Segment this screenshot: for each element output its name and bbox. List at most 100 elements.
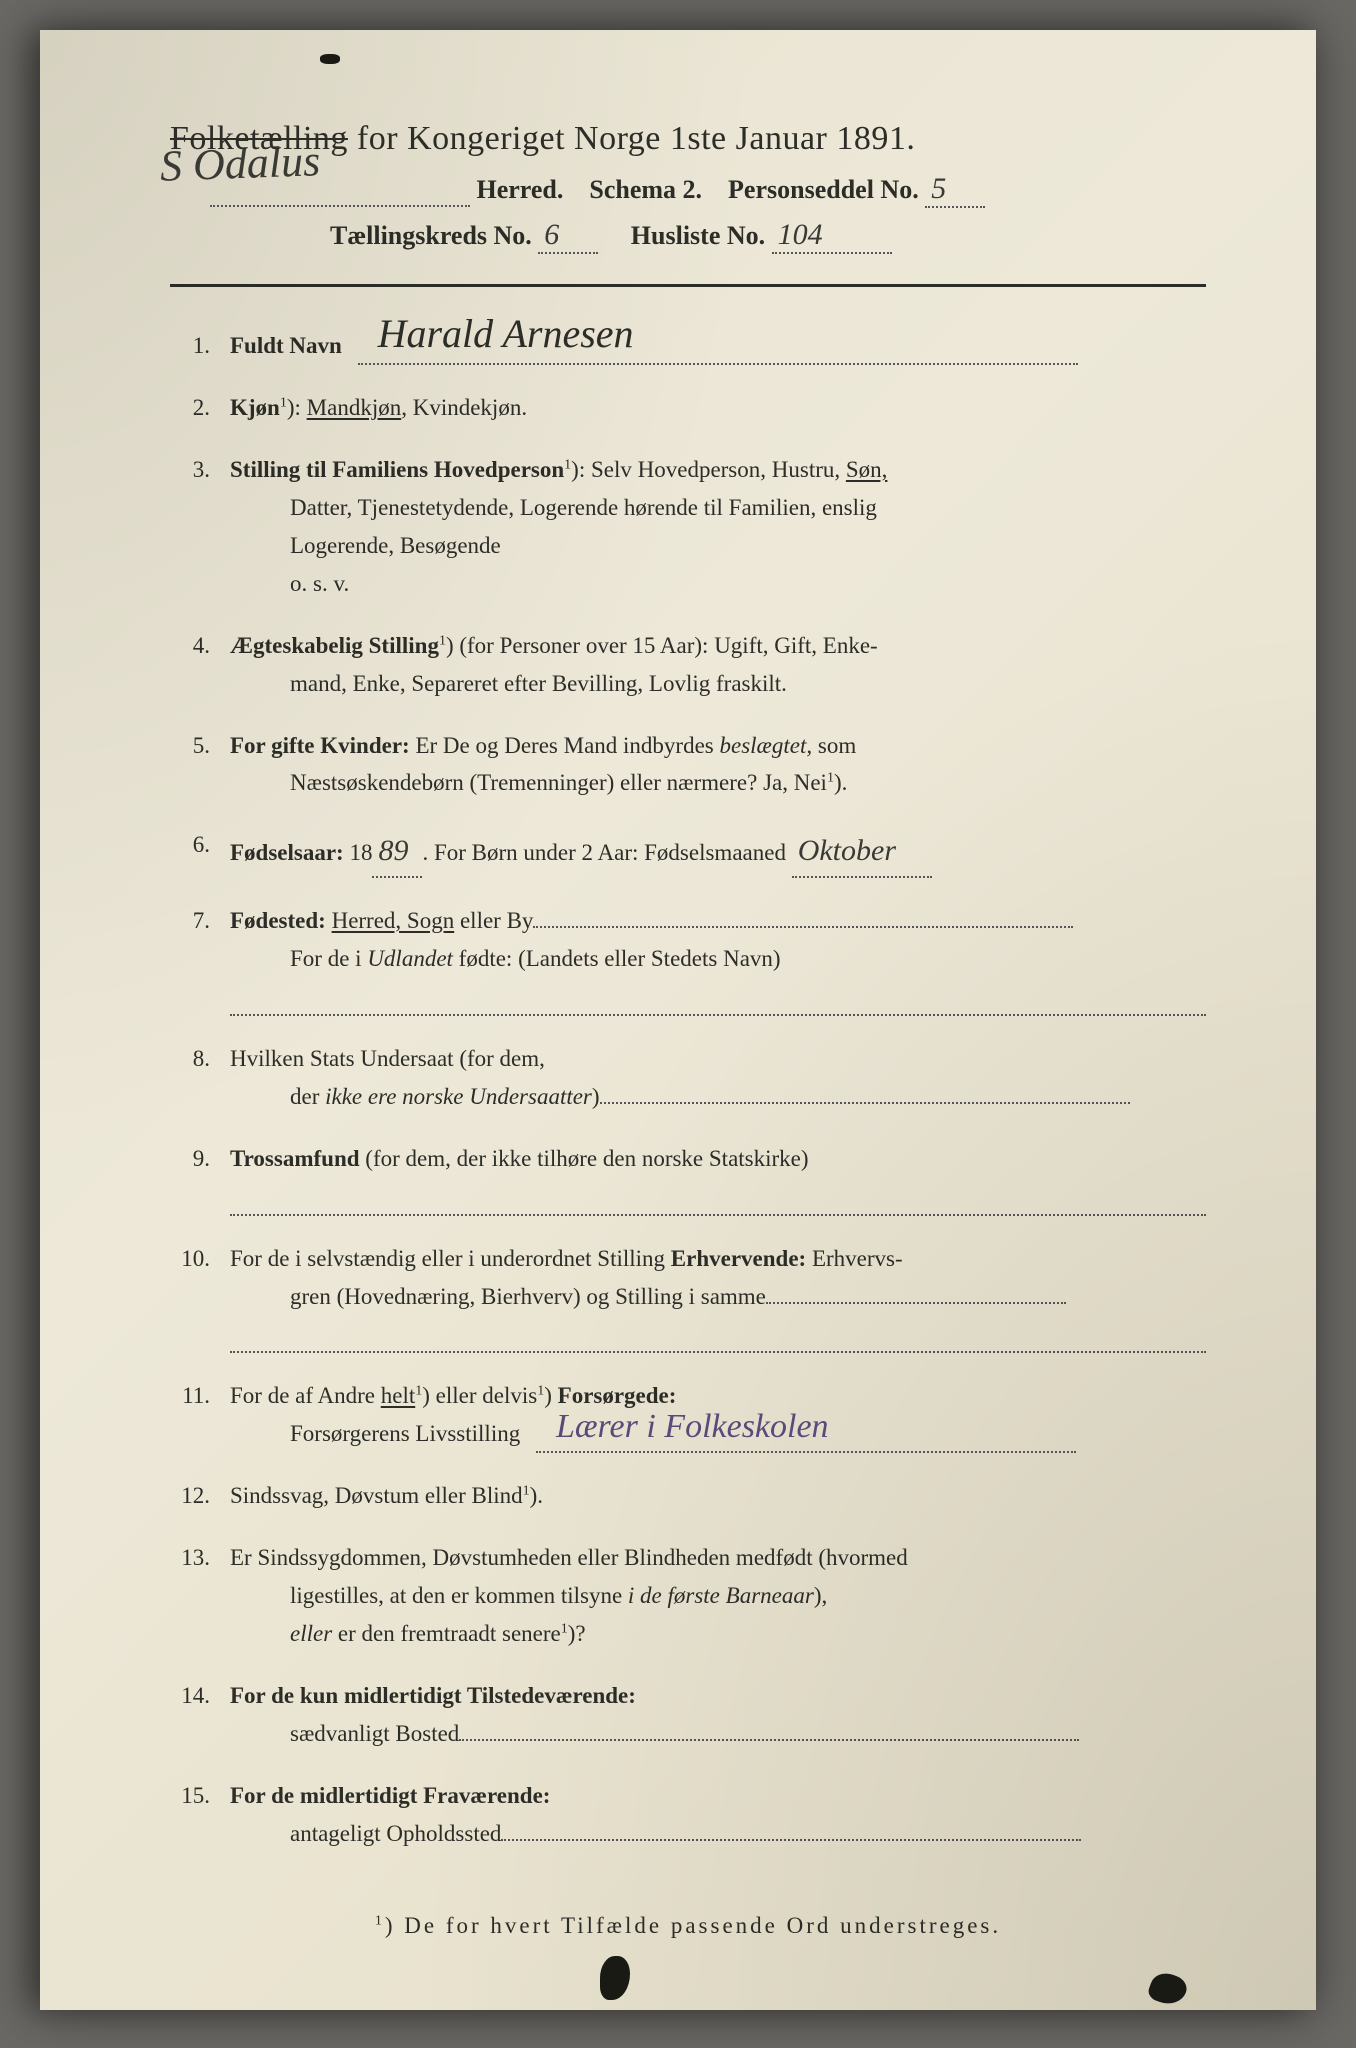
item-11-num: 11.: [170, 1377, 230, 1453]
item-7-line2b: fødte: (Landets eller Stedets Navn): [453, 946, 781, 971]
item-8-line2-wrap: der ikke ere norske Undersaatter): [230, 1078, 1206, 1116]
herred-field: [210, 175, 470, 207]
item-9-num: 9.: [170, 1140, 230, 1216]
item-12-num: 12.: [170, 1477, 230, 1515]
item-4: 4. Ægteskabelig Stilling1) (for Personer…: [170, 627, 1206, 703]
item-4-num: 4.: [170, 627, 230, 703]
ink-blot-3: [320, 54, 340, 64]
item-2-rest: , Kvindekjøn.: [401, 395, 527, 420]
item-14-content: For de kun midlertidigt Tilstedeværende:…: [230, 1677, 1206, 1753]
item-1: 1. Fuldt Navn Harald Arnesen: [170, 327, 1206, 365]
item-11-line2: Forsørgerens Livsstilling: [290, 1421, 520, 1446]
item-6-year-field: 89: [372, 826, 422, 878]
item-5-italic: beslægtet,: [719, 733, 812, 758]
item-15-line2: antageligt Opholdssted: [290, 1821, 501, 1846]
item-6-year-prefix: 18: [349, 840, 372, 865]
item-10-content: For de i selvstændig eller i underordnet…: [230, 1240, 1206, 1354]
item-6-year: 89: [378, 834, 408, 867]
item-8: 8. Hvilken Stats Undersaat (for dem, der…: [170, 1040, 1206, 1116]
item-10-dots2: [230, 1333, 1206, 1353]
personseddel-value: 5: [931, 172, 946, 205]
item-6-num: 6.: [170, 826, 230, 878]
item-7: 7. Fødested: Herred, Sogn eller By For d…: [170, 902, 1206, 1016]
item-11-line2-wrap: Forsørgerens Livsstilling Lærer i Folkes…: [230, 1415, 1206, 1453]
item-6-month-field: Oktober: [792, 826, 932, 878]
item-11-value: Lærer i Folkeskolen: [556, 1399, 829, 1455]
item-14-num: 14.: [170, 1677, 230, 1753]
item-1-content: Fuldt Navn Harald Arnesen: [230, 327, 1206, 365]
item-10-dots: [766, 1302, 1066, 1304]
item-13-line3: er den fremtraadt senere: [332, 1621, 561, 1646]
item-6: 6. Fødselsaar: 1889. For Børn under 2 Aa…: [170, 826, 1206, 878]
item-12-content: Sindssvag, Døvstum eller Blind1).: [230, 1477, 1206, 1515]
item-1-field: Harald Arnesen: [358, 345, 1078, 365]
item-10-line2-wrap: gren (Hovednæring, Bierhverv) og Stillin…: [230, 1278, 1206, 1316]
item-1-num: 1.: [170, 327, 230, 365]
item-3-text-a: Selv Hovedperson, Hustru,: [591, 457, 846, 482]
footnote-text: ) De for hvert Tilfælde passende Ord und…: [385, 1913, 1001, 1938]
item-7-text: eller By: [454, 908, 533, 933]
item-3-line4: o. s. v.: [230, 565, 1206, 603]
item-11-u1: helt: [381, 1383, 416, 1408]
item-4-sup: 1: [439, 633, 446, 648]
item-9-content: Trossamfund (for dem, der ikke tilhøre d…: [230, 1140, 1206, 1216]
item-11-text-a: For de af Andre: [230, 1383, 381, 1408]
item-10-label: Erhvervende:: [671, 1246, 806, 1271]
item-7-label: Fødested:: [230, 908, 326, 933]
item-1-label: Fuldt Navn: [230, 333, 342, 358]
item-8-content: Hvilken Stats Undersaat (for dem, der ik…: [230, 1040, 1206, 1116]
item-7-underlined: Herred, Sogn: [332, 908, 455, 933]
item-5-line2-wrap: Næstsøskendebørn (Tremenninger) eller næ…: [230, 764, 1206, 802]
item-13-content: Er Sindssygdommen, Døvstumheden eller Bl…: [230, 1539, 1206, 1653]
item-13-line2a: ligestilles, at den er kommen tilsyne: [290, 1583, 628, 1608]
item-5-line2: Næstsøskendebørn (Tremenninger) eller næ…: [290, 770, 827, 795]
item-7-content: Fødested: Herred, Sogn eller By For de i…: [230, 902, 1206, 1016]
ink-blot: [600, 1956, 630, 2000]
husliste-label: Husliste No.: [631, 221, 765, 250]
item-11: 11. For de af Andre helt1) eller delvis1…: [170, 1377, 1206, 1453]
item-4-text: ) (for Personer over 15 Aar): Ugift, Gif…: [446, 633, 878, 658]
item-15-num: 15.: [170, 1777, 230, 1853]
item-6-text: . For Børn under 2 Aar: Fødselsmaaned: [422, 840, 785, 865]
header-block: Folketælling for Kongeriget Norge 1ste J…: [170, 120, 1206, 254]
item-13-line2-wrap: ligestilles, at den er kommen tilsyne i …: [230, 1577, 1206, 1615]
taellingskreds-value: 6: [544, 218, 559, 251]
item-5-text: Er De og Deres Mand indbyrdes: [410, 733, 720, 758]
census-form-page: S Odalus Folketælling for Kongeriget Nor…: [40, 30, 1316, 2010]
husliste-value: 104: [778, 218, 823, 251]
item-4-label: Ægteskabelig Stilling: [230, 633, 439, 658]
item-10-text-a: For de i selvstændig eller i underordnet…: [230, 1246, 671, 1271]
item-15: 15. For de midlertidigt Fraværende: anta…: [170, 1777, 1206, 1853]
item-3-num: 3.: [170, 451, 230, 603]
item-5-num: 5.: [170, 727, 230, 803]
item-14-label: For de kun midlertidigt Tilstedeværende:: [230, 1683, 636, 1708]
item-9-dots: [230, 1196, 1206, 1216]
item-5-text2: som: [812, 733, 856, 758]
item-10: 10. For de i selvstændig eller i underor…: [170, 1240, 1206, 1354]
item-8-line2i: ikke ere norske Undersaatter: [325, 1084, 592, 1109]
main-title: Folketælling for Kongeriget Norge 1ste J…: [170, 120, 1206, 158]
item-10-text-b: Erhvervs-: [806, 1246, 902, 1271]
item-13-line2b: ),: [814, 1583, 827, 1608]
item-13-sup: 1: [561, 1621, 568, 1636]
item-9-label: Trossamfund: [230, 1146, 360, 1171]
footnote: 1) De for hvert Tilfælde passende Ord un…: [170, 1913, 1206, 1939]
item-15-dots: [501, 1839, 1081, 1841]
schema-label: Schema 2.: [589, 175, 702, 204]
item-10-line2: gren (Hovednæring, Bierhverv) og Stillin…: [290, 1284, 766, 1309]
title-struck: Folketælling: [170, 120, 348, 157]
item-14-line2-wrap: sædvanligt Bosted: [230, 1715, 1206, 1753]
item-2-sup: 1: [280, 395, 287, 410]
item-13-line3-wrap: eller er den fremtraadt senere1)?: [230, 1615, 1206, 1653]
item-8-num: 8.: [170, 1040, 230, 1116]
item-9: 9. Trossamfund (for dem, der ikke tilhør…: [170, 1140, 1206, 1216]
item-12-text: Sindssvag, Døvstum eller Blind: [230, 1483, 523, 1508]
item-5-end: ).: [834, 770, 847, 795]
ink-blot-2: [1146, 1969, 1190, 2010]
footnote-sup: 1: [375, 1913, 385, 1928]
item-10-num: 10.: [170, 1240, 230, 1354]
item-1-value: Harald Arnesen: [378, 301, 634, 367]
item-12: 12. Sindssvag, Døvstum eller Blind1).: [170, 1477, 1206, 1515]
item-5-content: For gifte Kvinder: Er De og Deres Mand i…: [230, 727, 1206, 803]
taellingskreds-label: Tællingskreds No.: [330, 221, 532, 250]
